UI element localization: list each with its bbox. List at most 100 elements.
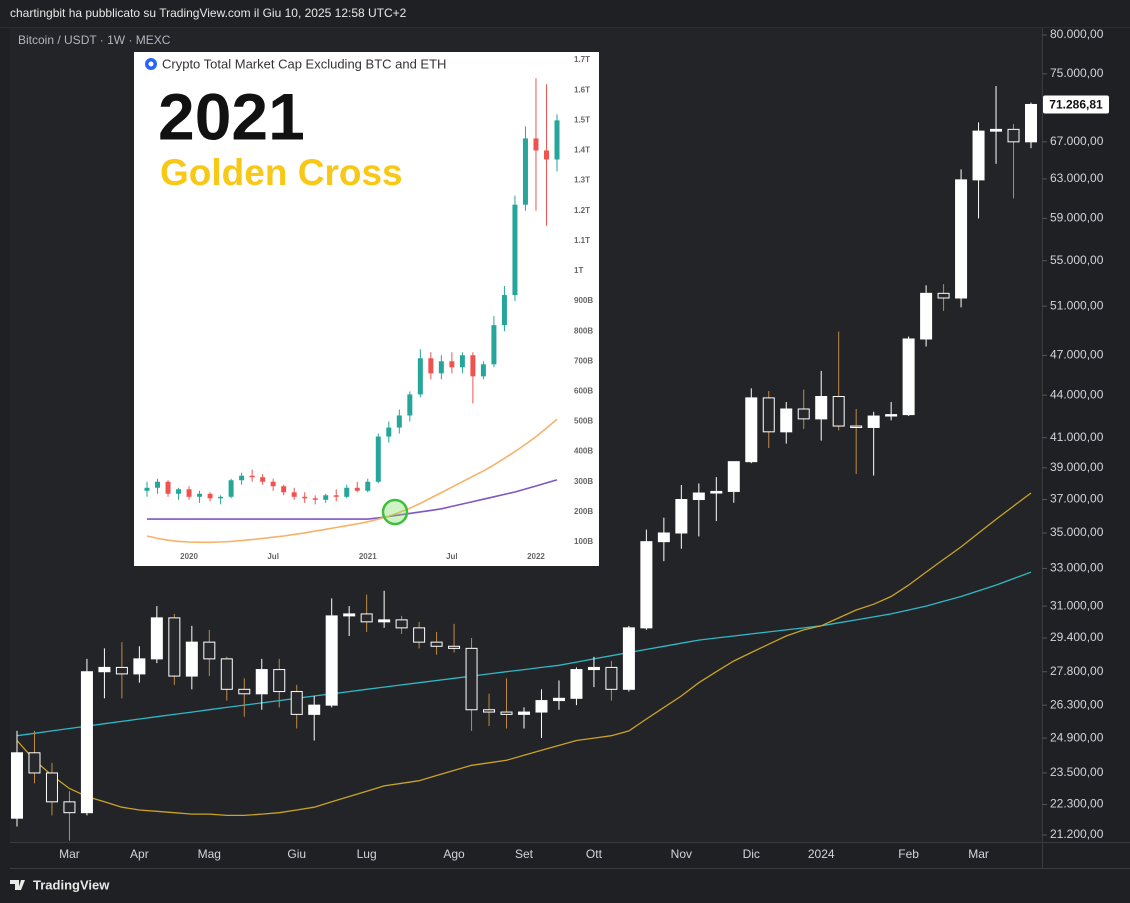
x-tick-label: 2021 xyxy=(359,552,377,561)
y-tick-label: 27.800,00 xyxy=(1050,664,1104,678)
inset-icon-dot xyxy=(148,61,154,67)
footer-brand: TradingView xyxy=(33,877,110,892)
x-tick-label: Ott xyxy=(586,847,603,861)
candle-body xyxy=(501,295,507,326)
y-tick-label: 24.900,00 xyxy=(1050,730,1104,744)
candle-body xyxy=(417,358,423,395)
candle-body xyxy=(522,138,528,205)
main-chart: 80.000,00 75.000,00 67.000,00 63.000,00 59.0… xyxy=(11,27,1109,861)
candle-body xyxy=(291,492,297,497)
candle-body xyxy=(360,613,373,623)
candle-body xyxy=(543,150,549,160)
x-tick-label: Apr xyxy=(130,847,149,861)
candle-body xyxy=(512,204,518,296)
candle-body xyxy=(155,481,161,488)
candle-body xyxy=(745,397,758,463)
y-tick-label: 41.000,00 xyxy=(1050,430,1104,444)
candle-body xyxy=(832,396,845,427)
candle-body xyxy=(657,532,670,543)
candle-body xyxy=(228,480,234,497)
y-tick-label: 300B xyxy=(574,477,593,486)
candle-body xyxy=(176,489,182,494)
candle-body xyxy=(365,481,371,491)
candle-body xyxy=(80,671,93,814)
candle-body xyxy=(396,415,402,428)
inset-year: 2021 xyxy=(158,79,305,153)
candle-body xyxy=(325,615,338,706)
candle-body xyxy=(344,487,350,497)
y-tick-label: 1T xyxy=(574,266,583,275)
candle-body xyxy=(780,408,793,433)
candle-body xyxy=(937,292,950,299)
candle-body xyxy=(144,487,150,491)
y-tick-label: 22.300,00 xyxy=(1050,797,1104,811)
inset-image xyxy=(134,52,599,566)
candle-body xyxy=(115,666,128,675)
candle-body xyxy=(203,641,216,660)
y-tick-label: 47.000,00 xyxy=(1050,348,1104,362)
y-tick-label: 1.4T xyxy=(574,146,590,155)
candle-body xyxy=(480,364,486,377)
candle-body xyxy=(207,493,213,499)
x-tick-label: Lug xyxy=(357,847,377,861)
y-tick-label: 23.500,00 xyxy=(1050,765,1104,779)
candle-body xyxy=(386,427,392,437)
candle-body xyxy=(449,361,455,368)
candle-body xyxy=(333,495,339,497)
x-tick-label: Dic xyxy=(743,847,760,861)
candle-body xyxy=(197,493,203,497)
candle-body xyxy=(448,645,461,649)
candle-body xyxy=(570,669,583,699)
candle-body xyxy=(255,669,268,695)
candle-body xyxy=(11,752,23,819)
x-tick-label: Jul xyxy=(446,552,458,561)
candle-body xyxy=(270,481,276,487)
candle-body xyxy=(727,461,740,492)
candle-body xyxy=(955,179,968,299)
candle-body xyxy=(220,658,233,690)
x-tick-label: Mar xyxy=(59,847,80,861)
candle-body xyxy=(438,361,444,374)
candle-body xyxy=(692,492,705,501)
candle-body xyxy=(290,691,303,715)
candle-body xyxy=(273,669,286,693)
candle-body xyxy=(150,617,163,660)
candle-body xyxy=(1007,128,1020,143)
candle-body xyxy=(491,325,497,365)
candle-body xyxy=(500,711,513,715)
x-tick-label: 2020 xyxy=(180,552,198,561)
candle-body xyxy=(63,801,76,814)
y-tick-label: 1.3T xyxy=(574,176,590,185)
y-tick-label: 100B xyxy=(574,537,593,546)
candle-body xyxy=(302,496,308,499)
candle-body xyxy=(323,495,329,500)
y-tick-label: 59.000,00 xyxy=(1050,211,1104,225)
x-tick-label: Jul xyxy=(267,552,279,561)
candle-body xyxy=(470,355,476,377)
y-tick-label: 51.000,00 xyxy=(1050,298,1104,312)
candle-body xyxy=(239,475,245,481)
candle-body xyxy=(354,487,360,491)
candle-body xyxy=(972,130,985,181)
x-tick-label: Ago xyxy=(443,847,465,861)
candle-body xyxy=(675,499,688,534)
y-tick-label: 1.6T xyxy=(574,85,590,94)
candle-body xyxy=(797,408,810,420)
y-tick-label: 400B xyxy=(574,447,593,456)
y-tick-label: 1.1T xyxy=(574,236,590,245)
y-tick-label: 1.5T xyxy=(574,115,590,124)
candle-body xyxy=(413,627,426,643)
candle-body xyxy=(308,704,321,715)
y-tick-label: 800B xyxy=(574,326,593,335)
y-tick-label: 21.200,00 xyxy=(1050,827,1104,841)
x-tick-label: Feb xyxy=(898,847,919,861)
y-tick-label: 75.000,00 xyxy=(1050,66,1104,80)
y-tick-label: 33.000,00 xyxy=(1050,561,1104,575)
y-tick-label: 700B xyxy=(574,356,593,365)
candle-body xyxy=(98,666,111,673)
y-tick-label: 31.000,00 xyxy=(1050,598,1104,612)
candle-body xyxy=(185,641,198,677)
candle-body xyxy=(238,688,251,695)
x-tick-label: 2024 xyxy=(808,847,835,861)
